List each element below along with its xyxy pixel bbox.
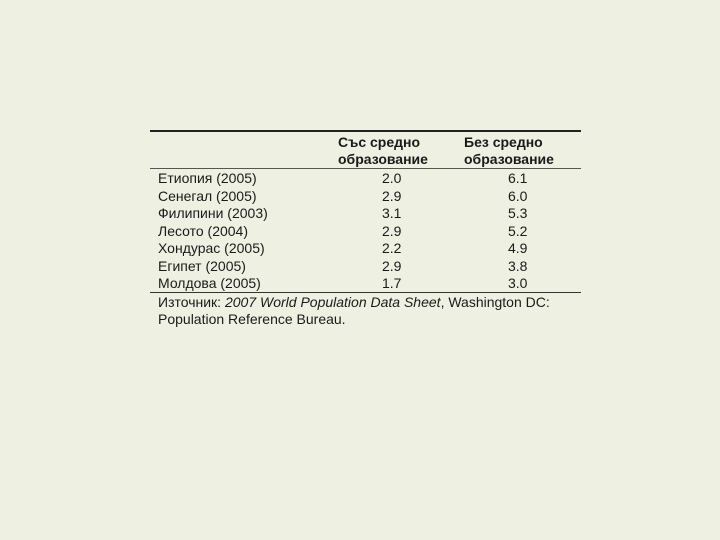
without-secondary-cell: 3.8 xyxy=(508,257,528,274)
country-cell: Лесото (2004) xyxy=(158,222,249,239)
column-header-line: образование xyxy=(464,151,554,167)
table-row: Лесото (2004) 2.9 5.2 xyxy=(150,223,581,241)
source-note: Източник: 2007 World Population Data She… xyxy=(158,294,578,328)
without-secondary-cell: 5.2 xyxy=(508,222,528,239)
source-prefix: Източник: xyxy=(158,294,225,310)
column-header-with-secondary: Със средно образование xyxy=(338,134,428,168)
column-header-line: Със средно xyxy=(338,134,421,150)
column-header-line: Без средно xyxy=(464,134,543,150)
country-cell: Хондурас (2005) xyxy=(158,240,265,256)
column-header-without-secondary: Без средно образование xyxy=(464,134,554,168)
country-cell: Филипини (2003) xyxy=(158,205,268,221)
table-body: Етиопия (2005) 2.0 6.1 Сенегал (2005) 2.… xyxy=(150,170,581,293)
table-row: Филипини (2003) 3.1 5.3 xyxy=(150,205,581,223)
with-secondary-cell: 1.7 xyxy=(382,275,402,291)
without-secondary-cell: 5.3 xyxy=(508,205,528,221)
column-header-line: образование xyxy=(338,151,428,167)
table-top-rule xyxy=(150,130,581,132)
table-row: Молдова (2005) 1.7 3.0 xyxy=(150,275,581,293)
with-secondary-cell: 2.0 xyxy=(382,170,402,186)
country-cell: Египет (2005) xyxy=(158,257,246,274)
source-title: 2007 World Population Data Sheet xyxy=(224,294,441,310)
table-row: Хондурас (2005) 2.2 4.9 xyxy=(150,240,581,258)
without-secondary-cell: 6.0 xyxy=(508,187,528,204)
table-row: Египет (2005) 2.9 3.8 xyxy=(150,258,581,276)
without-secondary-cell: 4.9 xyxy=(508,240,528,256)
source-suffix: , Washington DC: Population Reference Bu… xyxy=(158,294,550,327)
country-cell: Етиопия (2005) xyxy=(158,170,257,186)
with-secondary-cell: 2.9 xyxy=(382,222,402,239)
table-bottom-rule xyxy=(150,292,581,293)
table-row: Сенегал (2005) 2.9 6.0 xyxy=(150,188,581,206)
without-secondary-cell: 3.0 xyxy=(508,275,528,291)
country-cell: Сенегал (2005) xyxy=(158,187,257,204)
header-rule xyxy=(150,168,581,169)
with-secondary-cell: 2.9 xyxy=(382,187,402,204)
without-secondary-cell: 6.1 xyxy=(508,170,528,186)
with-secondary-cell: 3.1 xyxy=(382,205,402,221)
country-cell: Молдова (2005) xyxy=(158,275,261,291)
table-row: Етиопия (2005) 2.0 6.1 xyxy=(150,170,581,188)
with-secondary-cell: 2.9 xyxy=(382,257,402,274)
with-secondary-cell: 2.2 xyxy=(382,240,402,256)
